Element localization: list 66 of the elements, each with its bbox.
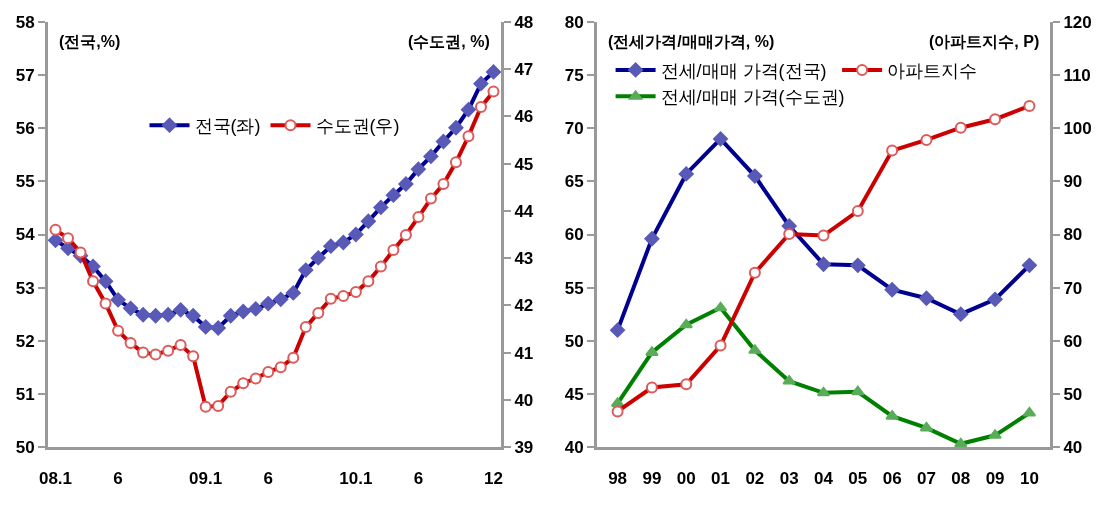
- y2-tick-label: 90: [1063, 172, 1083, 192]
- legend-label: 전세/매매 가격(수도권): [660, 87, 845, 108]
- legend-label: 전국(좌): [194, 116, 261, 137]
- y-tick-label: 58: [15, 12, 35, 32]
- y-axis-title: (전세가격/매매가격, %): [608, 33, 775, 50]
- x-tick-label: 6: [263, 469, 273, 489]
- x-tick-label: 08.1: [38, 469, 73, 489]
- x-tick-label: 00: [676, 469, 696, 489]
- x-tick-label: 01: [711, 469, 731, 489]
- y2-tick-label: 43: [514, 249, 534, 269]
- legend-label: 전세/매매 가격(전국): [660, 60, 827, 81]
- x-tick-label: 07: [916, 469, 936, 489]
- y-tick-label: 56: [15, 119, 35, 139]
- y-tick-label: 55: [15, 172, 35, 192]
- x-tick-label: 06: [882, 469, 902, 489]
- x-tick-label: 05: [848, 469, 868, 489]
- y-tick-label: 50: [15, 437, 35, 457]
- x-tick-label: 12: [484, 469, 503, 489]
- x-tick-label: 04: [814, 469, 834, 489]
- y-tick-label: 54: [15, 225, 36, 245]
- legend-label: 수도권(우): [315, 116, 400, 137]
- x-tick-label: 09: [985, 469, 1005, 489]
- y-tick-label: 70: [564, 119, 584, 139]
- y2-tick-label: 70: [1063, 278, 1083, 298]
- y-tick-label: 45: [564, 384, 584, 404]
- x-tick-label: 6: [113, 469, 123, 489]
- y2-tick-label: 60: [1063, 331, 1083, 351]
- y-tick-label: 55: [564, 278, 584, 298]
- y-tick-label: 51: [15, 384, 35, 404]
- y2-tick-label: 46: [514, 107, 534, 127]
- y2-tick-label: 44: [514, 201, 534, 221]
- y2-tick-label: 50: [1063, 384, 1083, 404]
- y-tick-label: 75: [564, 66, 584, 86]
- y2-tick-label: 48: [514, 12, 534, 32]
- y2-tick-label: 40: [514, 390, 534, 410]
- y2-tick-label: 47: [514, 60, 534, 80]
- y2-tick-label: 100: [1063, 119, 1092, 139]
- y-tick-label: 53: [15, 278, 35, 298]
- y-tick-label: 57: [15, 66, 35, 86]
- x-tick-label: 08: [951, 469, 971, 489]
- y2-axis-title: (아파트지수, P): [929, 33, 1040, 50]
- y-tick-label: 40: [564, 437, 584, 457]
- x-tick-label: 98: [608, 469, 628, 489]
- y-tick-label: 50: [564, 331, 584, 351]
- y2-tick-label: 41: [514, 343, 534, 363]
- x-tick-label: 02: [745, 469, 765, 489]
- x-tick-label: 09.1: [189, 469, 223, 489]
- x-tick-label: 10: [1019, 469, 1039, 489]
- y-tick-label: 52: [15, 331, 35, 351]
- y2-tick-label: 120: [1063, 12, 1092, 32]
- legend-label: 아파트지수: [887, 60, 978, 81]
- y2-tick-label: 45: [514, 154, 534, 174]
- x-tick-label: 03: [779, 469, 799, 489]
- x-tick-label: 6: [413, 469, 424, 489]
- y2-tick-label: 39: [514, 437, 534, 457]
- y2-axis-title: (수도권, %): [408, 33, 490, 50]
- y-tick-label: 65: [564, 172, 584, 192]
- y2-tick-label: 40: [1063, 437, 1083, 457]
- y-axis-title: (전국,%): [59, 33, 121, 50]
- y2-tick-label: 80: [1063, 225, 1083, 245]
- y2-tick-label: 42: [514, 296, 534, 316]
- x-tick-label: 10.1: [339, 469, 373, 489]
- x-tick-label: 99: [642, 469, 662, 489]
- y2-tick-label: 110: [1063, 66, 1091, 86]
- y-tick-label: 60: [564, 225, 584, 245]
- y-tick-label: 80: [564, 12, 584, 32]
